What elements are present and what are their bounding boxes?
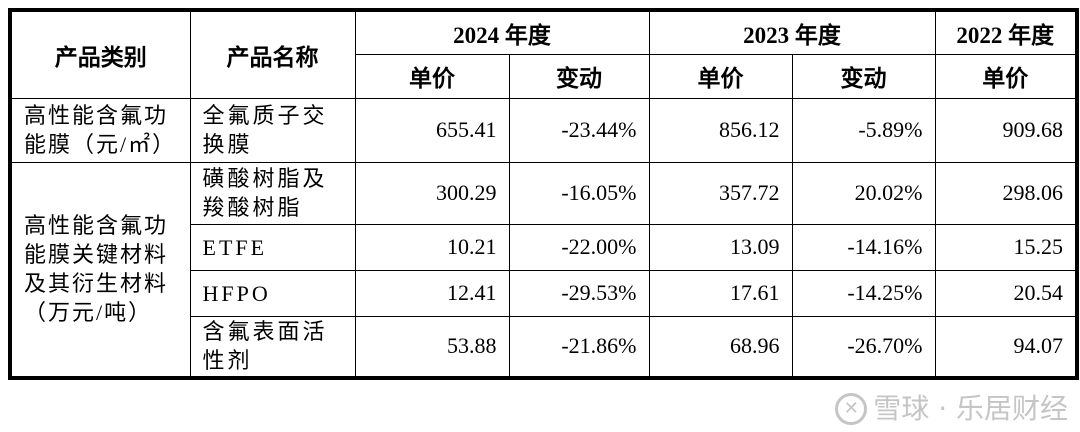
- change-2024: -21.86%: [508, 315, 650, 379]
- header-category: 产品类别: [9, 9, 191, 99]
- change-2023: -26.70%: [791, 315, 936, 379]
- table-row: 含氟表面活性剂 53.88 -21.86% 68.96 -26.70% 94.0…: [10, 315, 1078, 379]
- price-2023: 68.96: [648, 315, 793, 379]
- product-name: 全氟质子交换膜: [189, 97, 356, 163]
- table-row: HFPO 12.41 -29.53% 17.61 -14.25% 20.54: [10, 269, 1078, 317]
- price-2024: 655.41: [354, 97, 510, 163]
- header-price-2024: 单价: [354, 53, 510, 99]
- table-row: 高性能含氟功能膜（元/㎡） 全氟质子交换膜 655.41 -23.44% 856…: [9, 97, 1078, 163]
- category-cell: 高性能含氟功能膜关键材料及其衍生材料（万元/吨）: [9, 161, 191, 379]
- header-2024: 2024 年度: [354, 9, 650, 55]
- header-change-2023: 变动: [791, 53, 936, 99]
- change-2024: -29.53%: [508, 269, 650, 317]
- price-2022: 15.25: [934, 223, 1078, 271]
- category-cell: 高性能含氟功能膜（元/㎡）: [9, 97, 191, 163]
- product-name: HFPO: [189, 269, 356, 317]
- header-price-2022: 单价: [934, 53, 1078, 99]
- price-2023: 17.61: [648, 269, 793, 317]
- price-2023: 856.12: [648, 97, 793, 163]
- price-2022: 20.54: [934, 269, 1078, 317]
- price-2022: 909.68: [934, 97, 1078, 163]
- header-price-2023: 单价: [648, 53, 793, 99]
- header-name: 产品名称: [189, 9, 356, 99]
- header-2022: 2022 年度: [934, 9, 1078, 55]
- watermark-text: 雪球 · 乐居财经: [873, 392, 1068, 425]
- change-2024: -23.44%: [508, 97, 650, 163]
- price-2022: 298.06: [934, 161, 1078, 225]
- price-2024: 12.41: [354, 269, 510, 317]
- price-2024: 300.29: [354, 161, 510, 225]
- change-2023: -14.16%: [791, 223, 936, 271]
- product-name: 磺酸树脂及羧酸树脂: [189, 161, 356, 225]
- product-name: 含氟表面活性剂: [189, 315, 356, 379]
- table-row: 高性能含氟功能膜关键材料及其衍生材料（万元/吨） 磺酸树脂及羧酸树脂 300.2…: [9, 161, 1078, 379]
- change-2024: -22.00%: [508, 223, 650, 271]
- price-2023: 357.72: [648, 161, 793, 225]
- price-2022: 94.07: [934, 315, 1078, 379]
- change-2023: 20.02%: [791, 161, 936, 225]
- price-2023: 13.09: [648, 223, 793, 271]
- price-table: 产品类别 产品名称 2024 年度 2023 年度 2022 年度 单价 变动 …: [8, 8, 1079, 380]
- header-change-2024: 变动: [508, 53, 650, 99]
- header-2023: 2023 年度: [648, 9, 936, 55]
- change-2023: -5.89%: [791, 97, 936, 163]
- price-2024: 53.88: [354, 315, 510, 379]
- snowball-logo-icon: ✕: [835, 393, 868, 425]
- change-2024: -16.05%: [508, 161, 650, 225]
- product-name: ETFE: [189, 223, 356, 271]
- change-2023: -14.25%: [791, 269, 936, 317]
- watermark: ✕ 雪球 · 乐居财经: [835, 392, 1068, 426]
- price-2024: 10.21: [354, 223, 510, 271]
